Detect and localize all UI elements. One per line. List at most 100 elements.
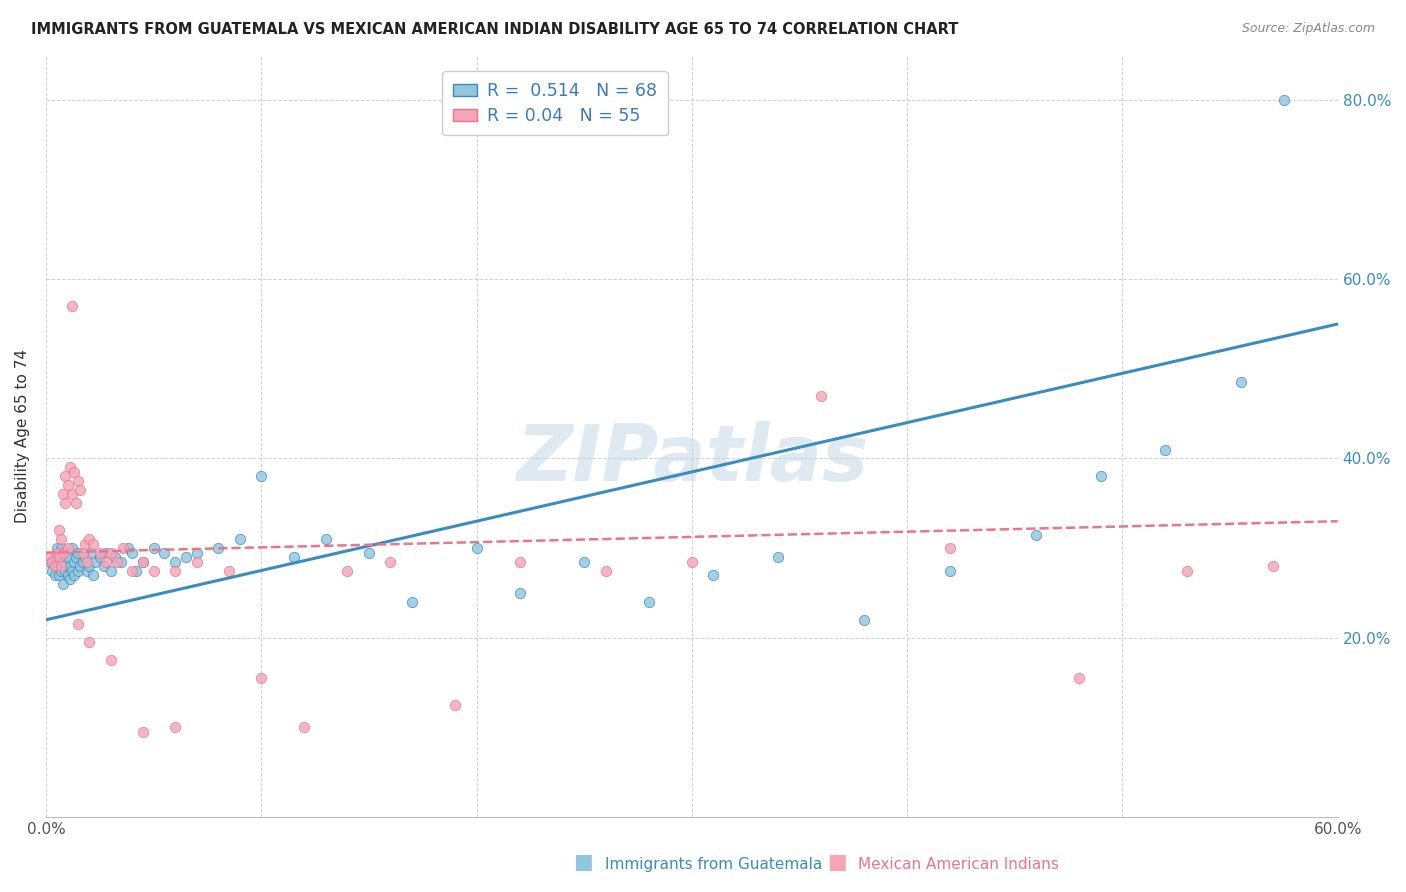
Point [76,555,98,569]
Point [53,545,76,559]
Point [207,541,229,555]
Point [315,532,337,546]
Legend: R =  0.514   N = 68, R = 0.04   N = 55: R = 0.514 N = 68, R = 0.04 N = 55 [441,71,668,136]
Point [165,564,187,578]
Point [67,564,90,578]
Point [939,541,962,555]
Point [96,545,118,559]
Point [49,541,72,555]
Point [63,465,86,479]
Point [49,532,72,546]
Point [1025,527,1047,541]
Text: Source: ZipAtlas.com: Source: ZipAtlas.com [1241,22,1375,36]
Point [1154,442,1177,457]
Point [44,568,66,582]
Point [72,545,94,559]
Point [67,545,90,559]
Point [65,496,87,510]
Point [52,555,75,569]
Point [82,536,104,550]
Point [65,550,87,565]
Point [121,564,143,578]
Point [52,487,75,501]
Point [60,299,83,313]
Point [174,550,197,565]
Point [637,595,659,609]
Point [810,389,832,403]
Point [1261,559,1284,574]
Point [53,564,76,578]
Point [228,532,250,546]
Point [112,541,135,555]
Point [250,469,273,483]
Point [49,564,72,578]
Point [125,564,148,578]
Point [56,568,79,582]
Point [401,595,423,609]
Point [44,550,66,565]
Point [72,555,94,569]
Point [67,617,90,632]
Point [186,555,208,569]
Point [89,545,111,559]
Point [380,555,402,569]
Point [509,586,531,600]
Point [1272,93,1295,107]
Point [77,532,100,546]
Point [56,478,79,492]
Point [63,568,86,582]
Point [48,550,70,565]
Point [96,555,118,569]
Point [59,559,82,574]
Point [939,564,962,578]
Point [100,653,122,667]
Point [77,559,100,574]
Point [48,568,70,582]
Point [572,555,595,569]
Point [39,555,62,569]
Point [59,460,82,475]
Point [142,564,165,578]
Point [1090,469,1112,483]
Point [45,541,67,555]
Point [142,541,165,555]
Point [93,559,115,574]
Point [117,541,139,555]
Point [69,483,91,497]
Point [60,541,83,555]
Point [48,545,70,559]
Point [60,487,83,501]
Point [63,555,86,569]
Point [121,545,143,559]
Text: Immigrants from Guatemala: Immigrants from Guatemala [605,857,823,872]
Point [39,550,62,565]
Point [132,555,155,569]
Point [104,550,127,565]
Point [53,469,76,483]
Point [59,573,82,587]
Point [44,559,66,574]
Point [1069,671,1091,685]
Point [41,555,63,569]
Point [48,523,70,537]
Point [283,550,305,565]
Point [292,720,315,734]
Point [67,474,90,488]
Point [595,564,617,578]
Point [702,568,724,582]
Point [77,635,100,649]
Point [45,559,67,574]
Point [153,545,176,559]
Point [250,671,273,685]
Y-axis label: Disability Age 65 to 74: Disability Age 65 to 74 [15,349,30,523]
Point [73,550,96,565]
Text: ■: ■ [574,853,593,872]
Point [56,550,79,565]
Point [73,536,96,550]
Point [509,555,531,569]
Point [132,724,155,739]
Point [186,545,208,559]
Text: ZIPatlas: ZIPatlas [516,421,868,497]
Point [1175,564,1198,578]
Point [41,564,63,578]
